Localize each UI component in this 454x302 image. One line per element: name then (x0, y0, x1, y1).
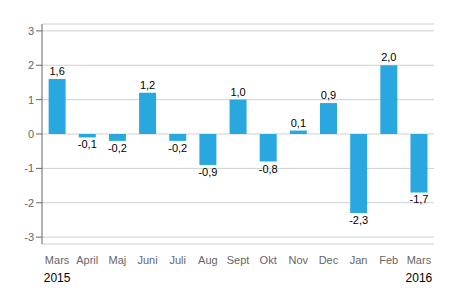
svg-text:3: 3 (28, 25, 34, 37)
svg-text:1,2: 1,2 (140, 79, 155, 91)
svg-text:Dec: Dec (319, 254, 339, 266)
svg-text:0: 0 (28, 128, 34, 140)
svg-text:-0,2: -0,2 (168, 142, 187, 154)
svg-text:-2,3: -2,3 (349, 214, 368, 226)
svg-text:1,6: 1,6 (49, 65, 64, 77)
svg-text:Juni: Juni (137, 254, 157, 266)
svg-text:Mars: Mars (45, 254, 70, 266)
svg-text:Juli: Juli (169, 254, 186, 266)
svg-text:2015: 2015 (44, 271, 71, 285)
svg-text:-1: -1 (24, 162, 34, 174)
svg-text:0,9: 0,9 (321, 89, 336, 101)
svg-text:2,0: 2,0 (381, 51, 396, 63)
svg-text:Sept: Sept (227, 254, 250, 266)
svg-text:Okt: Okt (260, 254, 277, 266)
svg-text:Aug: Aug (198, 254, 218, 266)
svg-text:-2: -2 (24, 197, 34, 209)
svg-text:-0,8: -0,8 (259, 163, 278, 175)
svg-text:Jan: Jan (350, 254, 368, 266)
svg-text:0,1: 0,1 (291, 117, 306, 129)
svg-text:-0,9: -0,9 (198, 166, 217, 178)
svg-text:April: April (76, 254, 98, 266)
svg-text:Feb: Feb (379, 254, 398, 266)
svg-text:2: 2 (28, 59, 34, 71)
svg-text:-0,1: -0,1 (78, 138, 97, 150)
svg-text:Mars: Mars (407, 254, 432, 266)
svg-text:-1,7: -1,7 (409, 193, 428, 205)
svg-text:Nov: Nov (289, 254, 309, 266)
svg-text:1,0: 1,0 (230, 86, 245, 98)
svg-text:Maj: Maj (109, 254, 127, 266)
svg-text:-0,2: -0,2 (108, 142, 127, 154)
svg-text:1: 1 (28, 94, 34, 106)
svg-text:2016: 2016 (406, 271, 433, 285)
svg-text:-3: -3 (24, 231, 34, 243)
